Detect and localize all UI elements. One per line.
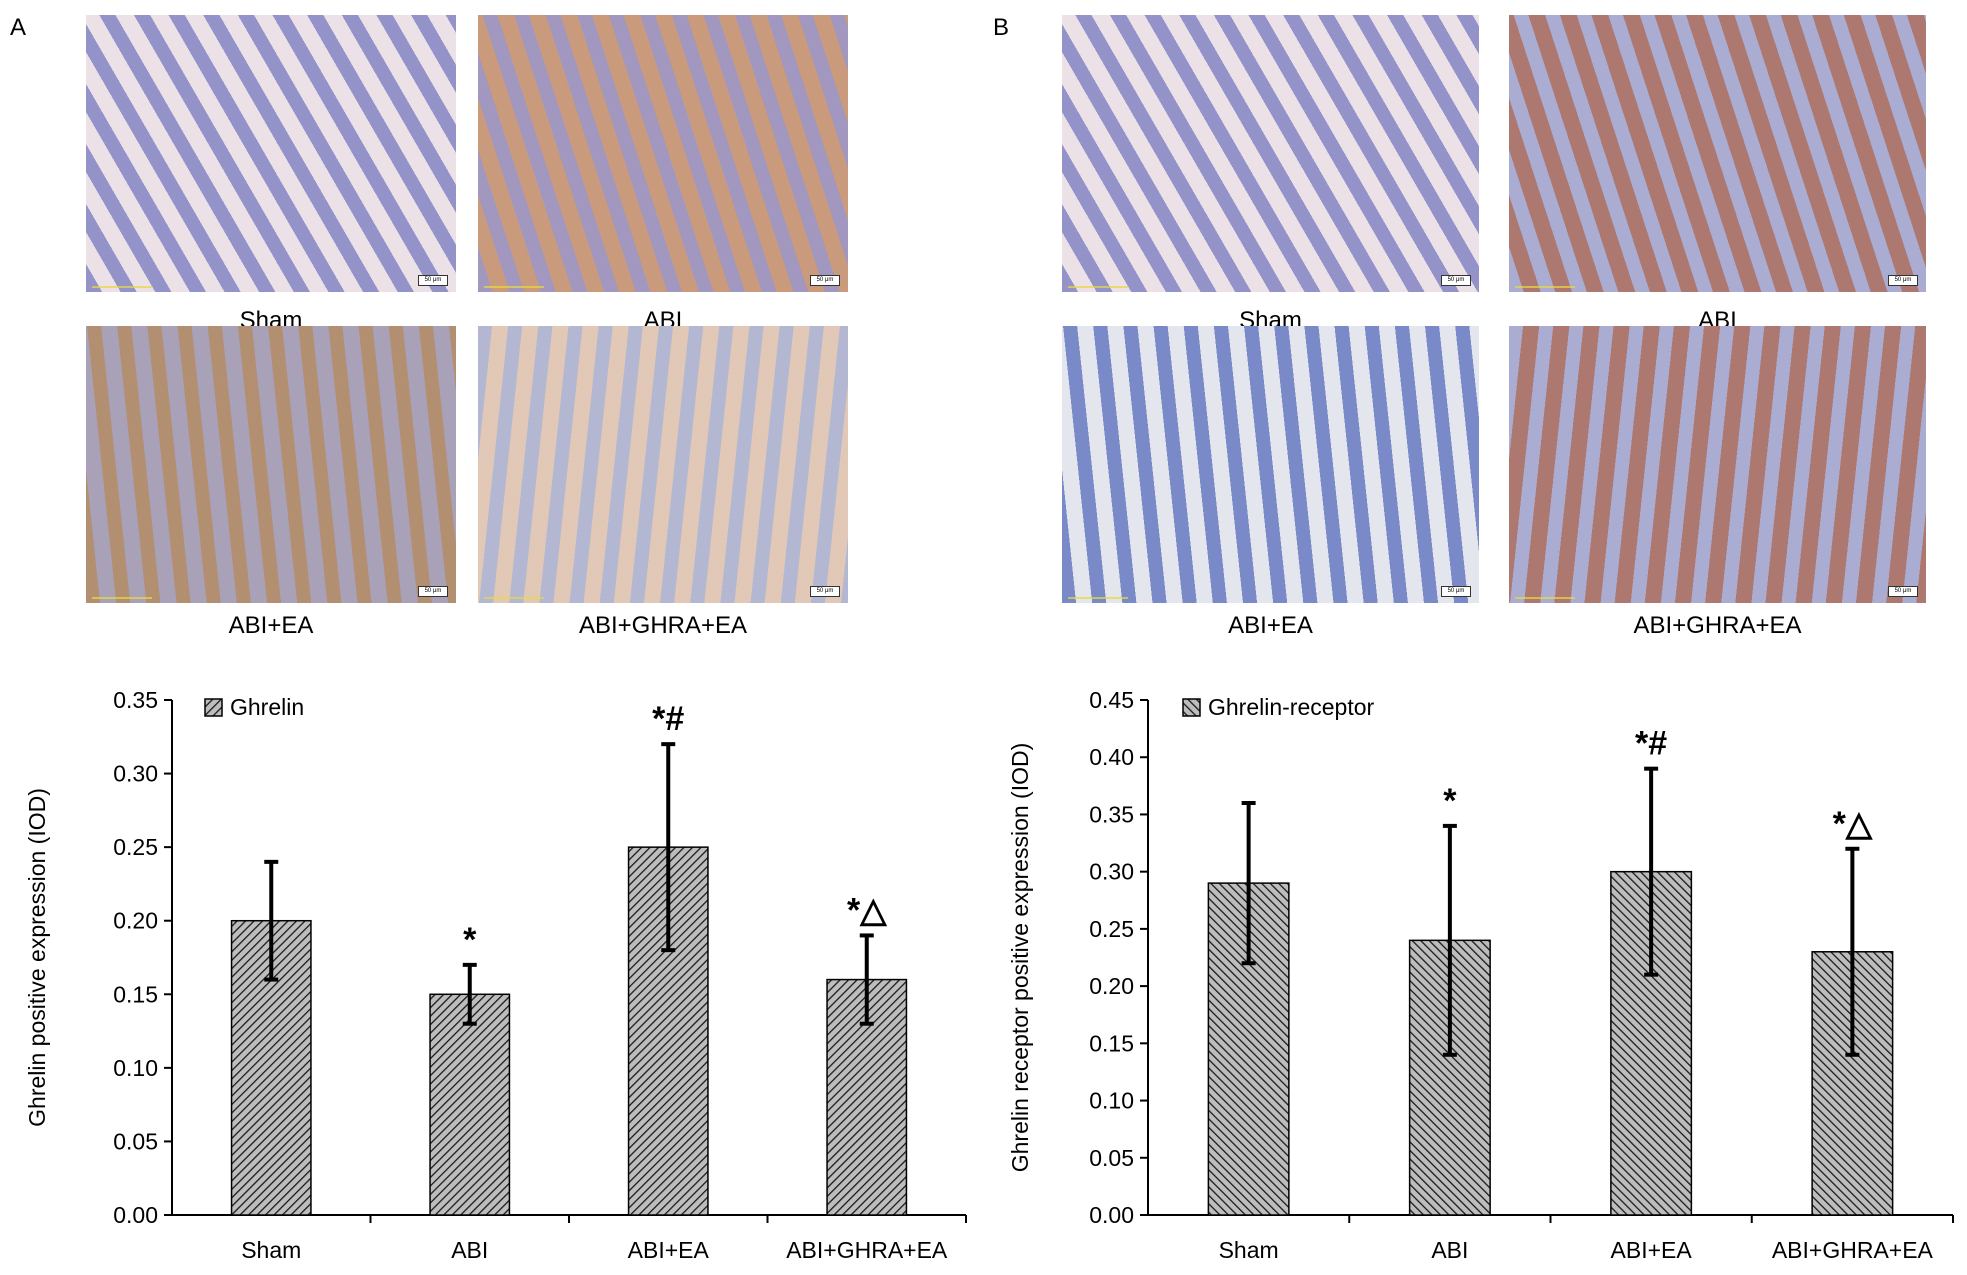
x-tick-label: ABI [451,1237,488,1263]
y-tick-label: 0.30 [1089,859,1134,885]
y-tick-label: 0.00 [1089,1202,1134,1228]
scale-line [484,597,544,599]
micrograph-abi-ea: 50 μm [86,326,456,603]
scale-bar: 50 μm [1888,586,1918,597]
y-tick-label: 0.40 [1089,744,1134,770]
micrograph-abi: 50 μm [1509,15,1926,292]
scale-line [1068,597,1128,599]
y-tick-label: 0.35 [113,687,158,713]
micrograph-label: ABI+GHRA+EA [578,612,748,639]
x-tick-label: ABI+GHRA+EA [786,1237,948,1263]
scale-bar: 50 μm [1441,275,1471,286]
scale-bar: 50 μm [1441,586,1471,597]
panel-letter-a: A [10,14,27,41]
x-tick-label: ABI+EA [1611,1237,1693,1263]
x-tick-label: Sham [1219,1237,1279,1263]
micrograph-sham: 50 μm [1062,15,1479,292]
ghrelin-bar-chart: 0.00 0.05 0.10 0.15 0.20 0.25 0.30 0.35 Ghrelin … [24,687,967,1263]
micrograph-abi: 50 μm [478,15,848,292]
significance-marker: *△ [1833,805,1873,843]
legend-label: Ghrelin [230,694,304,720]
micrograph-abi-ea: 50 μm [1062,326,1479,603]
y-tick-label: 0.35 [1089,801,1134,827]
y-tick-label: 0.05 [113,1128,158,1154]
scale-line [1515,286,1575,288]
bar [429,993,511,1216]
micrograph-abi-ghra-ea: 50 μm [478,326,848,603]
y-tick-label: 0.30 [113,761,158,787]
x-tick-label: ABI+EA [628,1237,710,1263]
significance-marker: *△ [847,891,887,929]
y-axis-label: Ghrelin positive expression (IOD) [24,788,50,1127]
legend-label: Ghrelin-receptor [1208,694,1375,720]
y-tick-label: 0.15 [113,981,158,1007]
scale-bar: 50 μm [1888,275,1918,286]
x-tick-label: Sham [241,1237,301,1263]
y-tick-label: 0.10 [113,1055,158,1081]
scale-line [92,597,152,599]
y-tick-label: 0.00 [113,1202,158,1228]
panel-letter-b: B [993,14,1010,41]
x-tick-label: ABI+GHRA+EA [1772,1237,1934,1263]
micrograph-label: ABI+EA [228,612,314,639]
micrograph-abi-ghra-ea: 50 μm [1509,326,1926,603]
scale-bar: 50 μm [810,586,840,597]
scale-line [484,286,544,288]
scale-bar: 50 μm [418,586,448,597]
significance-marker: * [463,921,477,959]
scale-bar: 50 μm [810,275,840,286]
y-tick-label: 0.45 [1089,687,1134,713]
y-tick-label: 0.10 [1089,1088,1134,1114]
scale-bar: 50 μm [418,275,448,286]
significance-marker: * [1443,782,1457,820]
significance-marker: *# [1635,725,1667,763]
legend-swatch [204,698,223,717]
significance-marker: *# [652,700,684,738]
legend-swatch [1182,698,1201,717]
x-tick-label: ABI [1431,1237,1468,1263]
y-tick-label: 0.05 [1089,1145,1134,1171]
y-tick-label: 0.25 [1089,916,1134,942]
scale-line [92,286,152,288]
y-tick-label: 0.20 [1089,973,1134,999]
y-tick-label: 0.20 [113,908,158,934]
scale-line [1068,286,1128,288]
ghrelin-receptor-bar-chart: 0.00 0.05 0.10 0.15 0.20 0.25 0.30 0.35 0.40 0.45… [1007,687,1954,1263]
scale-line [1515,597,1575,599]
y-tick-label: 0.25 [113,834,158,860]
micrograph-label: ABI+EA [1228,612,1313,639]
micrograph-label: ABI+GHRA+EA [1633,612,1802,639]
y-tick-label: 0.15 [1089,1030,1134,1056]
micrograph-sham: 50 μm [86,15,456,292]
y-axis-label: Ghrelin receptor positive expression (IO… [1007,743,1033,1173]
